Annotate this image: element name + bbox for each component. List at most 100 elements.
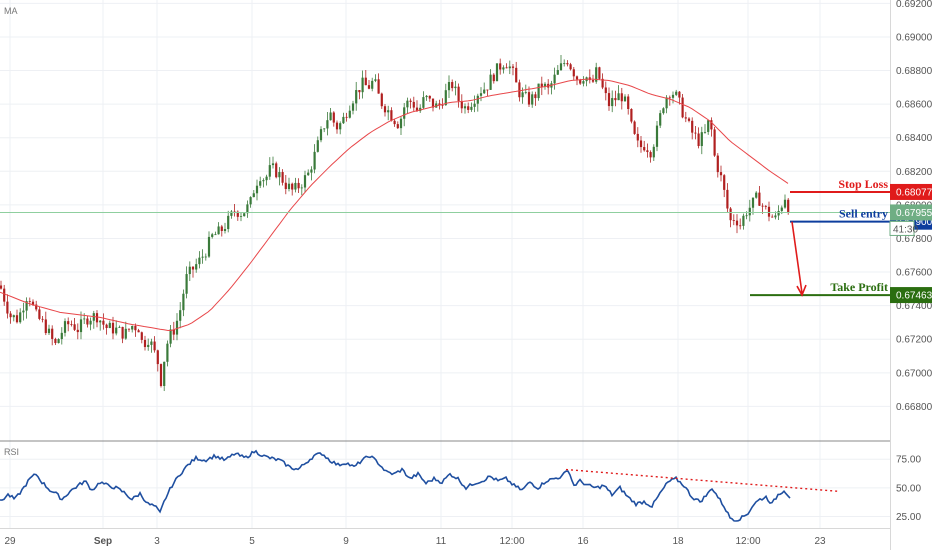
rsi-layer	[0, 449, 839, 522]
candle-body	[531, 94, 534, 105]
candle-body	[387, 110, 390, 113]
candle-body	[476, 95, 479, 104]
candle-body	[127, 328, 131, 330]
candle-body	[15, 315, 19, 323]
time-tick-label: 12:00	[499, 536, 524, 547]
candle-body	[99, 320, 102, 323]
candle-body	[323, 128, 326, 130]
candle-body	[79, 319, 83, 333]
candle-body	[771, 216, 774, 218]
moving-average-layer	[0, 78, 789, 332]
candle-body	[60, 332, 63, 340]
candle-body	[0, 285, 3, 289]
candle-body	[649, 152, 652, 158]
candle-body	[67, 321, 70, 325]
candle-body	[687, 118, 691, 121]
candle-body	[287, 183, 291, 190]
candle-body	[25, 301, 28, 311]
candle-body	[460, 100, 463, 109]
candle-body	[742, 215, 745, 226]
level-price-tag-text: 0.67463	[896, 291, 932, 302]
candle-body	[620, 93, 623, 102]
candle-body	[553, 74, 556, 84]
candle-body	[303, 175, 307, 188]
time-tick-label: Sep	[94, 536, 112, 547]
candle-body	[115, 327, 118, 334]
countdown-text: 41:30	[893, 224, 918, 235]
candle-body	[739, 225, 742, 227]
candle-body	[444, 90, 447, 106]
candle-body	[143, 339, 147, 348]
candle-body	[73, 324, 76, 330]
grid-lines	[0, 0, 890, 528]
candle-body	[121, 326, 124, 339]
time-tick-label: 5	[249, 536, 255, 547]
level-price-tag	[890, 287, 932, 304]
candle-body	[329, 112, 332, 121]
rsi-tick-label: 50.00	[896, 483, 921, 494]
candle-body	[351, 103, 355, 111]
candle-body	[233, 211, 236, 213]
candle-body	[630, 109, 633, 122]
level-label: Take Profit	[830, 280, 888, 294]
candle-body	[22, 310, 25, 313]
candle-body	[515, 67, 518, 83]
candle-body	[326, 120, 329, 129]
candle-body	[467, 106, 470, 110]
candle-body	[191, 266, 195, 270]
candle-body	[537, 83, 540, 99]
candle-body	[214, 234, 217, 236]
candle-body	[441, 104, 444, 106]
candle-body	[412, 101, 415, 108]
candle-body	[6, 301, 9, 314]
candle-body	[44, 319, 47, 334]
candle-body	[611, 98, 614, 107]
candle-body	[623, 96, 627, 102]
time-tick-label: 9	[343, 536, 349, 547]
candle-body	[12, 315, 15, 318]
candle-body	[678, 91, 681, 98]
candle-body	[105, 324, 108, 329]
candle-body	[748, 207, 751, 216]
candle-body	[243, 213, 246, 217]
candle-body	[499, 63, 502, 70]
candle-body	[255, 185, 259, 194]
candle-body	[393, 120, 396, 125]
candle-body	[716, 155, 719, 173]
candle-body	[454, 86, 457, 89]
candle-body	[38, 309, 41, 319]
candle-body	[9, 313, 12, 318]
candle-body	[694, 132, 697, 134]
candle-body	[732, 220, 735, 221]
candle-body	[566, 63, 569, 65]
candle-body	[47, 328, 51, 334]
candle-body	[307, 172, 310, 176]
candle-body	[3, 288, 6, 302]
candle-body	[569, 64, 572, 70]
time-tick-label: 16	[577, 536, 589, 547]
candle-body	[140, 332, 143, 340]
current-price-tag-text: 0.67955	[896, 208, 932, 219]
candle-body	[281, 172, 284, 183]
level-price-tag-text: 0.68077	[896, 187, 932, 198]
current-price-tag	[890, 204, 932, 221]
candle-body	[172, 329, 175, 335]
candle-body	[358, 90, 361, 93]
price-tick-label: 0.67600	[896, 268, 932, 279]
candle-body	[582, 81, 585, 84]
candle-body	[383, 106, 387, 113]
candle-body	[35, 304, 38, 310]
candle-body	[236, 211, 239, 217]
candle-body	[223, 229, 227, 231]
candle-body	[659, 113, 662, 126]
candle-body	[28, 301, 31, 302]
candle-body	[227, 215, 230, 230]
candle-body	[246, 204, 249, 214]
candle-body	[559, 63, 563, 71]
candle-body	[617, 93, 620, 101]
candle-body	[572, 69, 575, 77]
candle-body	[729, 208, 732, 221]
candle-body	[291, 183, 294, 190]
candle-body	[607, 93, 611, 107]
candle-body	[403, 107, 406, 119]
